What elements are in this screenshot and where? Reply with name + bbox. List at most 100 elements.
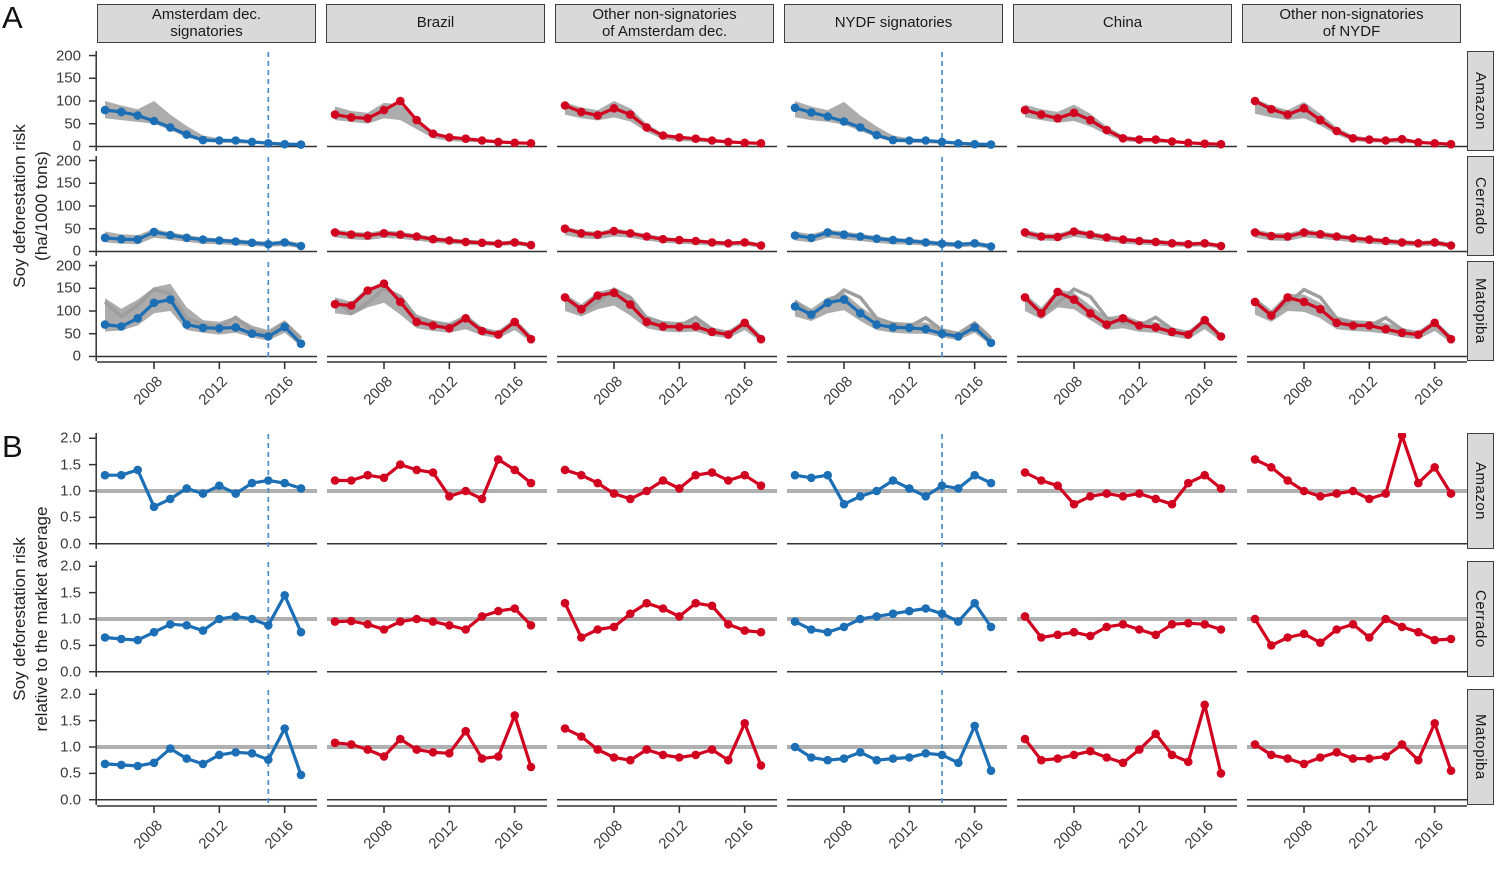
row-strip-label: Matopiba	[1472, 278, 1489, 344]
facet-chart	[327, 711, 547, 801]
facet-a-amazon-col3	[557, 51, 777, 151]
data-point	[510, 238, 519, 247]
data-point	[1446, 634, 1456, 644]
data-point	[1381, 136, 1390, 145]
x-tick-label: 2008	[820, 373, 857, 409]
data-point	[856, 748, 865, 757]
data-point	[1037, 633, 1046, 642]
data-point	[807, 473, 816, 483]
data-point	[1267, 463, 1276, 472]
data-point	[494, 455, 503, 464]
data-point	[1316, 229, 1325, 239]
data-point	[1299, 759, 1309, 769]
data-point	[379, 229, 389, 238]
data-point	[954, 484, 963, 493]
data-point	[428, 234, 438, 244]
data-point	[1397, 433, 1407, 440]
data-point	[1348, 486, 1358, 496]
y-tick-label: 100	[55, 302, 81, 320]
data-point	[823, 112, 832, 121]
data-point	[1250, 740, 1260, 749]
facet-chart	[327, 96, 547, 148]
y-tick-label: 150	[55, 69, 81, 87]
data-point	[412, 317, 421, 327]
facet-a-amazon-col6	[1247, 51, 1467, 151]
y-tick-label: 2.0	[60, 429, 81, 447]
data-point	[807, 233, 816, 243]
data-point	[1200, 139, 1209, 148]
x-tick-label: 2012	[195, 817, 232, 853]
data-point	[1053, 232, 1062, 242]
facet-chart	[787, 690, 1007, 804]
x-tick-label: 2012	[655, 373, 692, 409]
data-point	[1167, 620, 1177, 629]
facet-chart	[1017, 612, 1237, 673]
data-point	[888, 135, 898, 145]
data-point	[1316, 638, 1325, 647]
x-tick-label: 2012	[655, 817, 692, 853]
data-point	[396, 460, 405, 469]
data-point	[642, 317, 651, 327]
data-point	[839, 117, 849, 126]
data-point	[1430, 719, 1439, 728]
row-strip-cerrado: Cerrado	[1467, 156, 1494, 256]
data-point	[905, 236, 914, 246]
x-tick-label: 2012	[1115, 373, 1152, 409]
facet-chart	[97, 690, 317, 804]
y-tick-label: 150	[55, 279, 81, 297]
data-point	[1118, 134, 1128, 143]
facet-chart	[97, 562, 317, 676]
data-point	[1365, 494, 1374, 504]
data-point	[1250, 614, 1260, 624]
y-tick-label: 0	[72, 242, 81, 260]
data-point	[577, 470, 586, 480]
y-axis-a-cerrado: 0 50 100 150 200	[0, 152, 97, 260]
data-point	[1151, 323, 1160, 332]
data-point	[937, 329, 947, 338]
facet-b-cerrado-col1	[97, 561, 317, 677]
data-point	[593, 291, 602, 300]
data-point	[1250, 228, 1260, 237]
data-point	[807, 108, 816, 117]
facet-chart	[97, 262, 317, 360]
data-point	[149, 298, 159, 308]
data-point	[117, 760, 126, 770]
row-strip-matopiba: Matopiba	[1467, 689, 1494, 805]
data-point	[790, 617, 800, 626]
facet-chart	[787, 562, 1007, 676]
data-point	[823, 298, 832, 308]
data-point	[347, 616, 356, 626]
x-tick-label: 2012	[1345, 817, 1382, 853]
data-point	[609, 622, 619, 632]
data-point	[1102, 622, 1111, 632]
data-point	[117, 634, 126, 644]
data-point	[593, 111, 602, 120]
column-header-6: Other non-signatories of NYDF	[1242, 4, 1461, 43]
data-point	[1430, 635, 1439, 645]
x-tick-label: 2008	[1050, 817, 1087, 853]
data-point	[921, 604, 930, 613]
data-point	[905, 753, 914, 762]
data-point	[609, 226, 619, 236]
data-point	[577, 633, 586, 642]
row-strip-label: Matopiba	[1472, 714, 1489, 780]
data-point	[807, 310, 816, 319]
data-point	[198, 626, 208, 635]
data-point	[363, 114, 372, 123]
data-point	[642, 486, 651, 496]
facet-chart	[557, 465, 777, 545]
facet-a-matopiba-col6	[1247, 261, 1467, 361]
data-point	[1200, 239, 1209, 248]
data-point	[166, 123, 175, 132]
y-tick-label: 150	[55, 174, 81, 192]
data-point	[247, 238, 257, 248]
data-point	[872, 234, 881, 243]
data-point	[1348, 321, 1358, 330]
data-point	[396, 96, 405, 106]
facet-a-amazon-col2	[327, 51, 547, 151]
y-tick-label: 1.0	[60, 610, 81, 628]
data-point	[1446, 766, 1456, 775]
facet-b-matopiba-col2	[327, 689, 547, 805]
data-point	[445, 621, 454, 630]
data-point	[1037, 309, 1046, 318]
